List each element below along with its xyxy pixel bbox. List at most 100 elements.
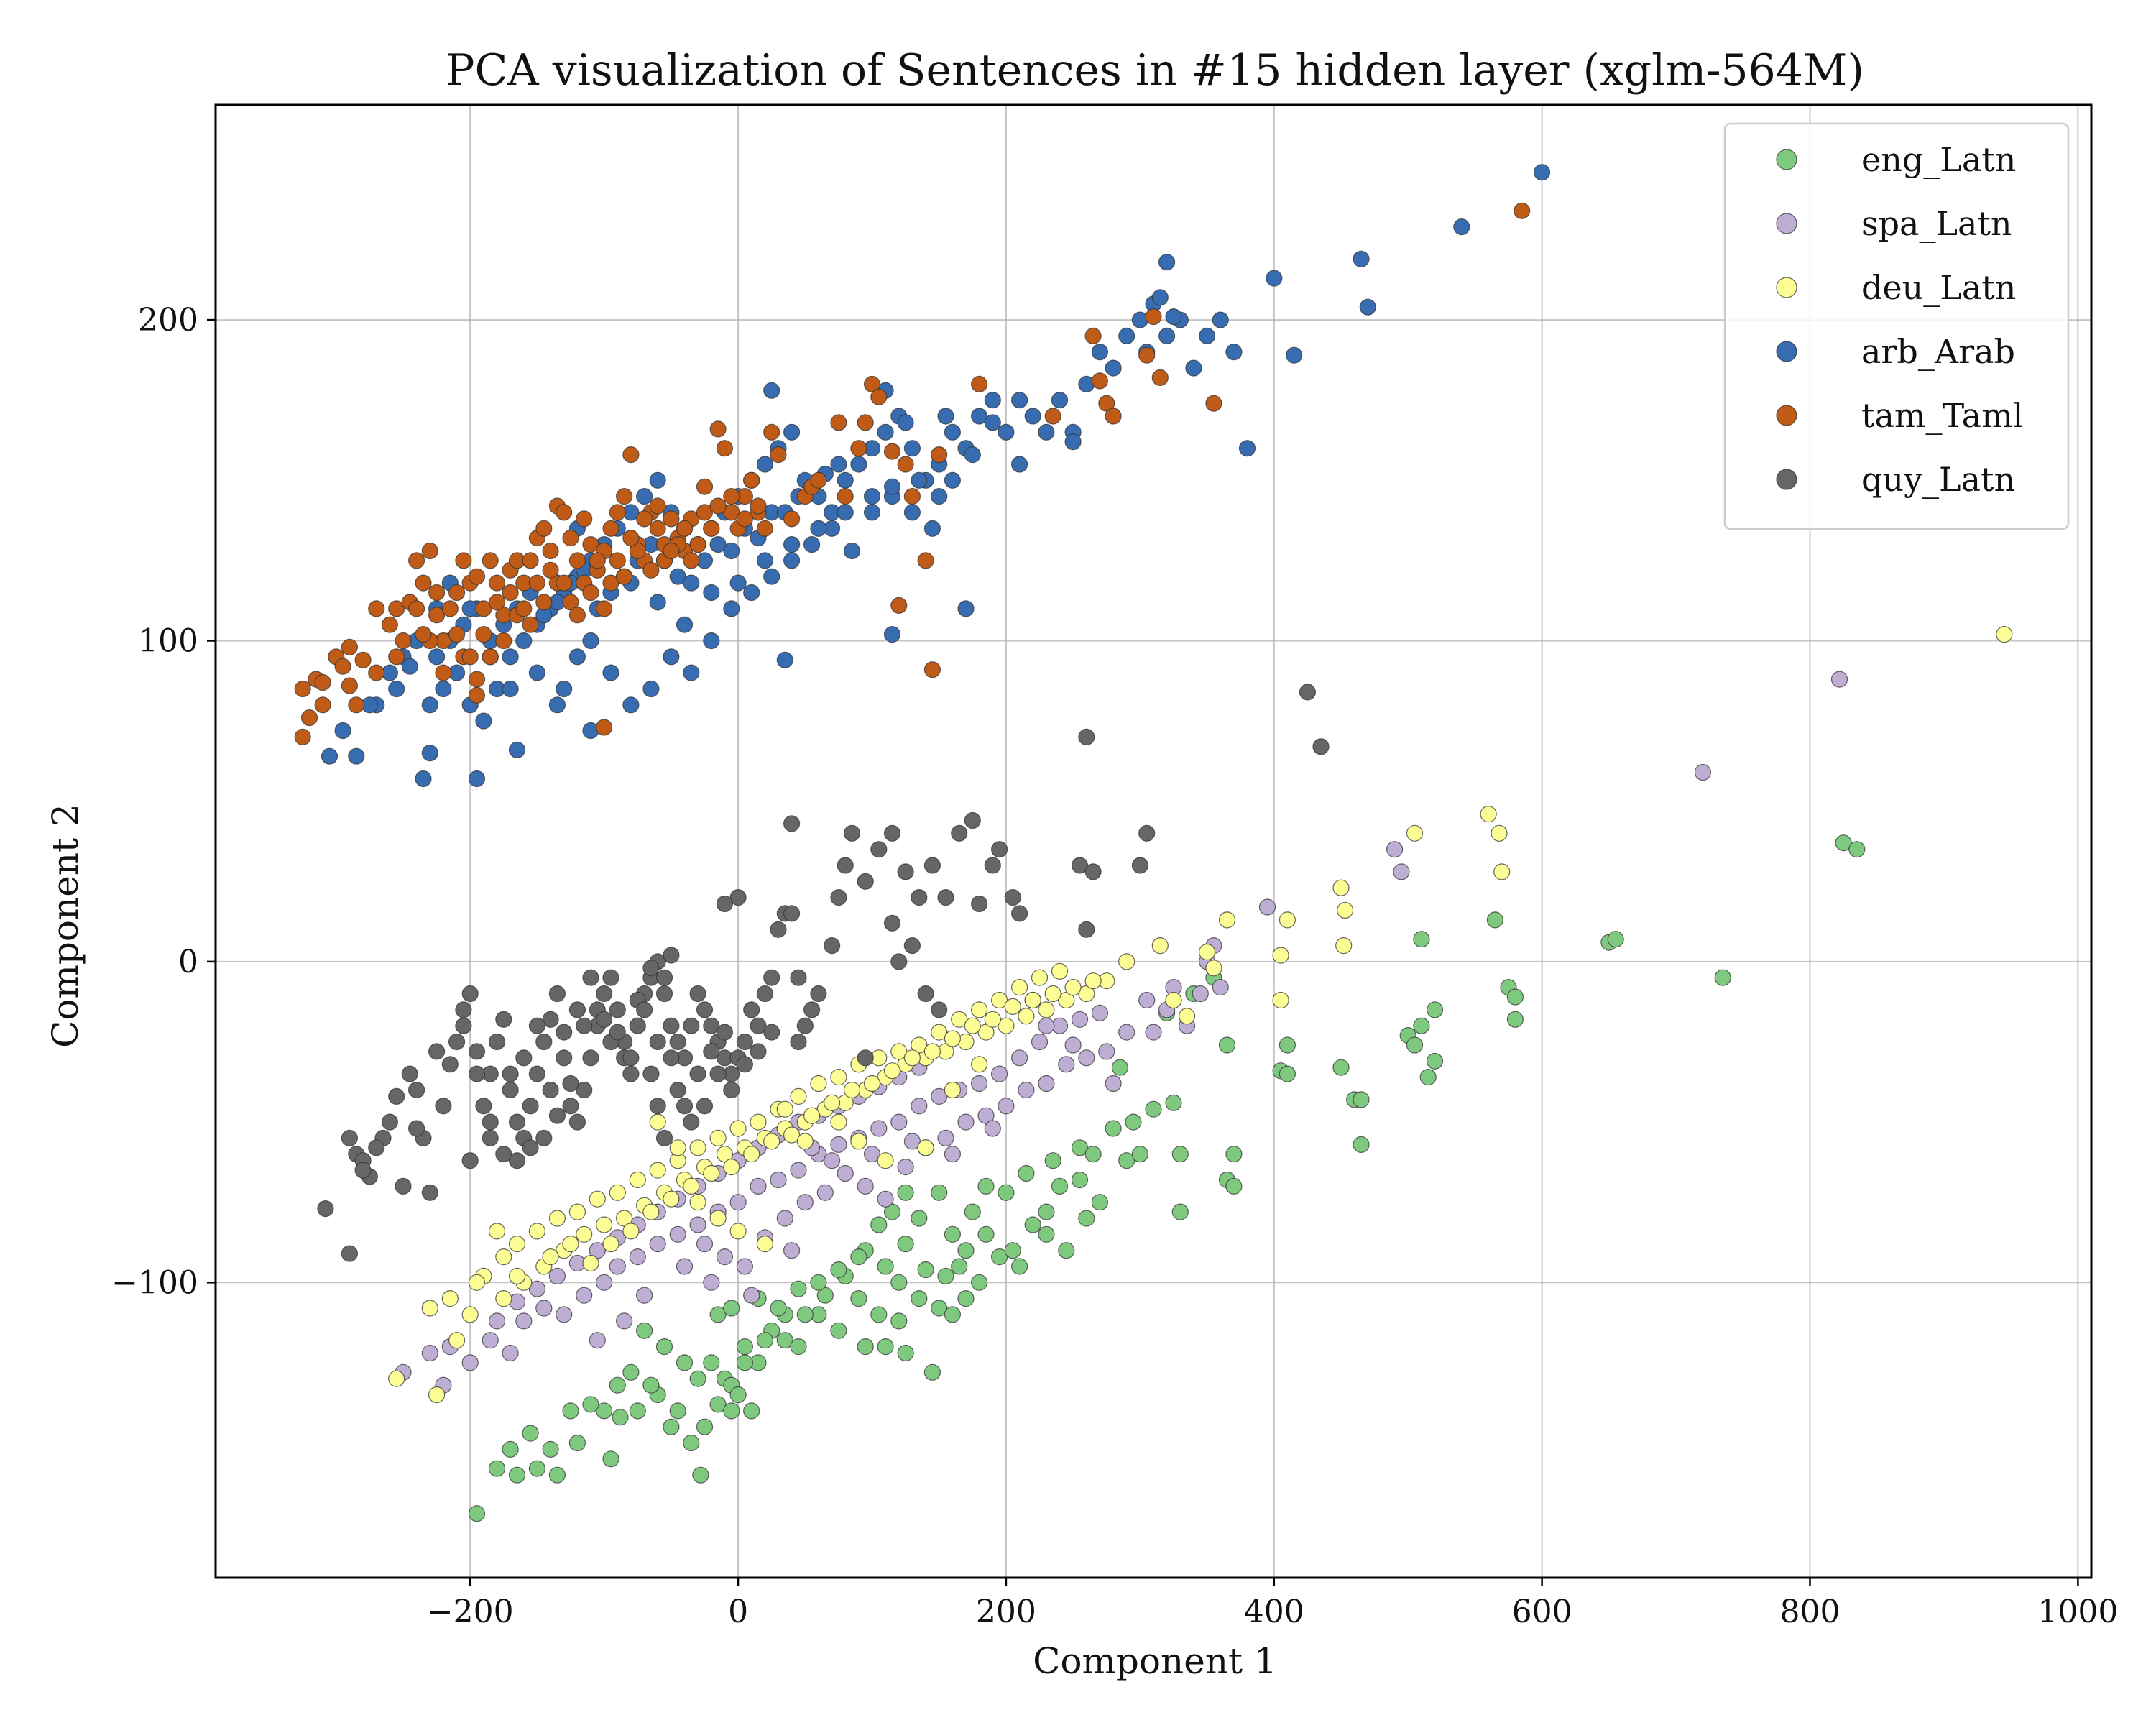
point-tam_Taml xyxy=(635,510,653,528)
point-quy_Latn xyxy=(917,985,934,1003)
point-quy_Latn xyxy=(663,947,680,964)
y-tick-label: 200 xyxy=(138,302,198,339)
point-arb_Arab xyxy=(897,414,914,431)
point-deu_Latn xyxy=(830,1068,847,1086)
point-eng_Latn xyxy=(696,1418,714,1435)
point-tam_Taml xyxy=(830,414,847,431)
point-eng_Latn xyxy=(582,1396,599,1413)
point-spa_Latn xyxy=(461,1354,479,1371)
y-tick-label: 100 xyxy=(138,622,198,659)
point-tam_Taml xyxy=(468,686,486,704)
point-eng_Latn xyxy=(1225,1146,1243,1163)
point-eng_Latn xyxy=(931,1300,948,1317)
point-eng_Latn xyxy=(957,1242,975,1259)
point-tam_Taml xyxy=(461,648,479,666)
point-quy_Latn xyxy=(703,1043,720,1060)
point-eng_Latn xyxy=(1051,1177,1069,1195)
point-quy_Latn xyxy=(750,1043,767,1060)
point-deu_Latn xyxy=(1004,998,1021,1016)
point-arb_Arab xyxy=(877,423,894,441)
point-deu_Latn xyxy=(796,1133,814,1150)
point-spa_Latn xyxy=(1105,1075,1122,1092)
point-deu_Latn xyxy=(890,1043,908,1060)
point-quy_Latn xyxy=(763,1024,780,1041)
point-tam_Taml xyxy=(314,673,331,691)
point-eng_Latn xyxy=(1426,1001,1444,1018)
point-quy_Latn xyxy=(435,1098,452,1115)
point-eng_Latn xyxy=(468,1505,486,1522)
point-eng_Latn xyxy=(1413,1017,1430,1034)
legend-box xyxy=(1723,122,2070,530)
point-tam_Taml xyxy=(903,487,921,505)
point-deu_Latn xyxy=(1406,824,1424,842)
point-eng_Latn xyxy=(1332,1059,1350,1076)
point-tam_Taml xyxy=(1084,327,1102,344)
point-tam_Taml xyxy=(810,472,827,489)
point-tam_Taml xyxy=(576,510,593,528)
point-spa_Latn xyxy=(1038,1017,1055,1034)
point-eng_Latn xyxy=(703,1354,720,1371)
point-deu_Latn xyxy=(729,1223,747,1240)
point-spa_Latn xyxy=(1138,991,1156,1009)
point-deu_Latn xyxy=(609,1184,626,1201)
point-arb_Arab xyxy=(883,478,901,495)
point-deu_Latn xyxy=(1493,863,1511,880)
point-deu_Latn xyxy=(709,1210,727,1227)
point-quy_Latn xyxy=(763,969,780,986)
point-arb_Arab xyxy=(649,472,666,489)
point-quy_Latn xyxy=(897,863,914,880)
point-spa_Latn xyxy=(488,1312,506,1330)
point-tam_Taml xyxy=(556,504,573,521)
point-arb_Arab xyxy=(756,456,774,473)
point-arb_Arab xyxy=(1105,359,1122,377)
point-arb_Arab xyxy=(803,535,821,553)
point-deu_Latn xyxy=(803,1107,821,1124)
point-quy_Latn xyxy=(931,1001,948,1018)
point-deu_Latn xyxy=(964,1017,981,1034)
point-eng_Latn xyxy=(743,1402,760,1420)
point-quy_Latn xyxy=(548,985,566,1003)
point-tam_Taml xyxy=(368,664,385,681)
point-tam_Taml xyxy=(663,510,680,528)
point-quy_Latn xyxy=(502,1065,519,1082)
point-tam_Taml xyxy=(488,574,506,592)
point-deu_Latn xyxy=(649,1113,666,1131)
point-quy_Latn xyxy=(468,1043,486,1060)
point-deu_Latn xyxy=(582,1254,599,1272)
point-deu_Latn xyxy=(790,1087,807,1105)
point-deu_Latn xyxy=(542,1248,559,1266)
point-quy_Latn xyxy=(522,1098,539,1115)
point-tam_Taml xyxy=(428,607,446,624)
point-arb_Arab xyxy=(1010,456,1028,473)
point-arb_Arab xyxy=(964,446,981,464)
point-eng_Latn xyxy=(562,1402,579,1420)
point-tam_Taml xyxy=(415,625,432,643)
point-tam_Taml xyxy=(448,584,466,602)
point-eng_Latn xyxy=(776,1332,793,1349)
point-arb_Arab xyxy=(776,651,793,668)
legend-marker-arb_Arab xyxy=(1776,341,1797,362)
point-arb_Arab xyxy=(970,408,988,425)
point-arb_Arab xyxy=(1151,289,1169,306)
point-tam_Taml xyxy=(589,552,606,569)
point-quy_Latn xyxy=(703,1017,720,1034)
x-tick-label: −200 xyxy=(427,1593,514,1630)
point-tam_Taml xyxy=(314,696,331,714)
point-tam_Taml xyxy=(562,594,579,611)
point-deu_Latn xyxy=(823,1094,841,1111)
series-tam_Taml xyxy=(294,202,1531,746)
point-eng_Latn xyxy=(729,1386,747,1404)
point-tam_Taml xyxy=(595,719,613,736)
point-eng_Latn xyxy=(1353,1091,1370,1108)
point-quy_Latn xyxy=(1078,728,1095,746)
point-quy_Latn xyxy=(823,937,841,954)
point-arb_Arab xyxy=(850,456,867,473)
point-tam_Taml xyxy=(435,664,452,681)
point-arb_Arab xyxy=(923,520,941,537)
legend-label-deu_Latn: deu_Latn xyxy=(1861,268,2016,307)
point-spa_Latn xyxy=(990,1065,1008,1082)
point-quy_Latn xyxy=(937,888,954,906)
point-quy_Latn xyxy=(1078,921,1095,938)
point-eng_Latn xyxy=(917,1261,934,1279)
point-eng_Latn xyxy=(1145,1100,1162,1118)
